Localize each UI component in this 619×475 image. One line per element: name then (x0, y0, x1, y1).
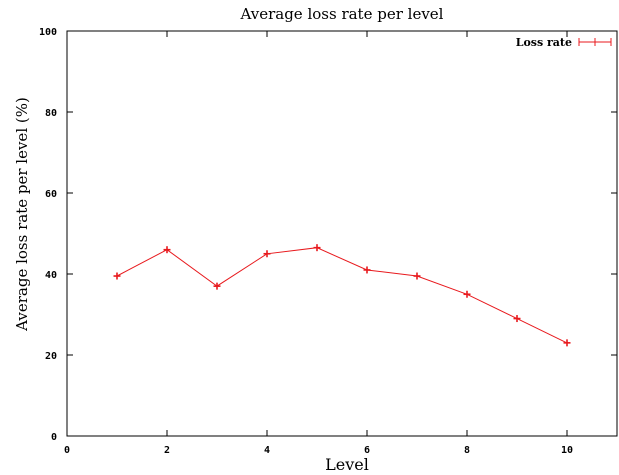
data-point (463, 290, 471, 298)
data-point (263, 250, 271, 258)
chart-title: Average loss rate per level (240, 5, 444, 23)
plot-frame (66, 30, 618, 437)
x-tick-label: 2 (164, 445, 170, 456)
data-point (563, 339, 571, 347)
series-layer (113, 244, 571, 347)
data-point (413, 272, 421, 280)
y-axis-label: Average loss rate per level (%) (13, 97, 31, 332)
legend-sample-loss-rate (578, 38, 612, 46)
x-tick-label: 8 (464, 445, 470, 456)
data-point (213, 282, 221, 290)
y-tick-label: 80 (45, 108, 57, 119)
data-point (113, 272, 121, 280)
x-tick-label: 0 (64, 445, 70, 456)
y-tick-label: 0 (51, 432, 57, 443)
legend-label-loss-rate: Loss rate (516, 36, 572, 49)
legend: Loss rate (516, 36, 612, 49)
data-point (163, 246, 171, 254)
series-line-loss-rate (116, 247, 568, 344)
x-tick-label: 10 (561, 445, 573, 456)
y-tick-label: 100 (39, 27, 57, 38)
y-tick-label: 40 (45, 270, 57, 281)
data-point (513, 315, 521, 323)
x-tick-label: 4 (264, 445, 270, 456)
x-axis-label: Level (325, 455, 369, 474)
x-tick-label: 6 (364, 445, 370, 456)
data-point (313, 244, 321, 252)
y-axis: 0 20 40 60 80 100 (39, 27, 617, 443)
data-point (363, 266, 371, 274)
y-tick-label: 60 (45, 189, 57, 200)
y-tick-label: 20 (45, 351, 57, 362)
x-axis: 0 2 4 6 8 10 (64, 31, 573, 456)
